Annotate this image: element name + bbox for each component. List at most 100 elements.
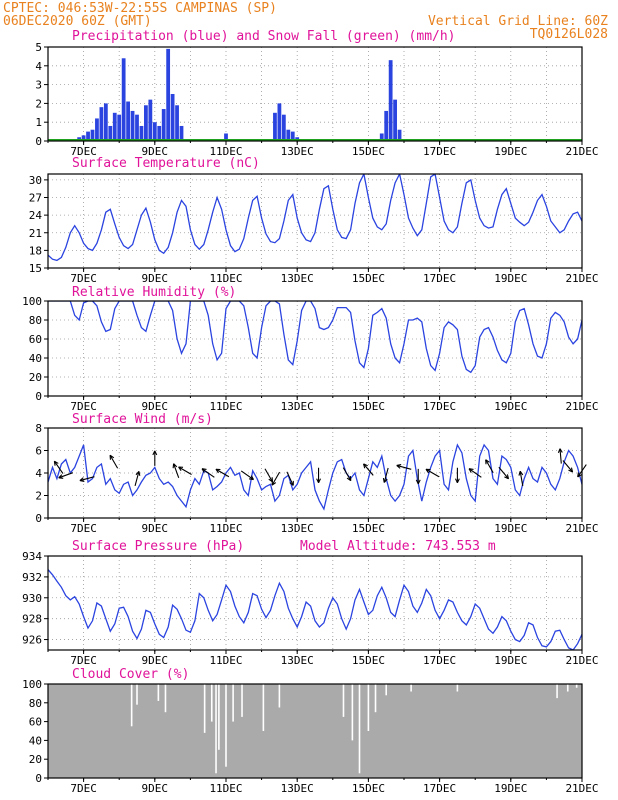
precip-bar <box>598 111 602 141</box>
wind-arrow <box>557 448 563 464</box>
precip-bar <box>126 101 130 141</box>
precip-bar <box>135 114 139 141</box>
precip-bar <box>175 105 179 141</box>
precip-bar <box>273 112 277 141</box>
plot-frame <box>47 173 583 269</box>
y-tick-label: 930 <box>22 592 42 605</box>
x-tick-label: 11DEC <box>209 145 242 158</box>
precip-bar <box>99 107 104 141</box>
precip-bar <box>139 125 144 141</box>
precip-bar <box>224 133 228 141</box>
precip-bar <box>95 118 99 141</box>
y-tick-label: 4 <box>35 467 42 480</box>
y-tick-label: 934 <box>22 550 42 563</box>
y-tick-label: 8 <box>35 422 42 435</box>
precip-bar <box>108 125 113 141</box>
pressure-panel: Surface Pressure (hPa) Model Altitude: 7… <box>22 539 598 667</box>
y-tick-label: 20 <box>29 753 42 766</box>
x-tick-label: 15DEC <box>352 522 385 535</box>
wind-arrow <box>53 460 64 474</box>
wind-arrow <box>382 467 389 483</box>
y-tick-label: 2 <box>35 97 42 110</box>
x-tick-label: 13DEC <box>281 400 314 413</box>
temperature-panel: Surface Temperature (nC) 15 18 21 24 27 30 7DE… <box>29 156 599 285</box>
station-header: CPTEC: 046:53W-22:55S CAMPINAS (SP) <box>3 1 277 16</box>
precip-bar <box>81 135 86 141</box>
wind-title: Surface Wind (m/s) <box>72 412 213 427</box>
y-tick-label: 60 <box>29 333 42 346</box>
x-tick-label: 7DEC <box>70 522 97 535</box>
precip-bar <box>144 105 148 141</box>
wind-arrow <box>264 468 274 483</box>
x-tick-label: 19DEC <box>494 400 527 413</box>
temperature-line <box>48 174 582 262</box>
precip-bar <box>103 103 108 141</box>
precip-bar <box>593 132 597 141</box>
y-tick-label: 24 <box>29 209 43 222</box>
y-tick-label: 5 <box>35 41 42 54</box>
x-tick-label: 21DEC <box>565 522 598 535</box>
x-tick-label: 13DEC <box>281 782 314 795</box>
precip-bar <box>281 114 286 141</box>
precip-bar <box>121 58 126 141</box>
wind-arrow <box>454 467 460 483</box>
y-tick-label: 928 <box>22 613 42 626</box>
wind-arrow <box>415 468 421 485</box>
x-tick-label: 7DEC <box>70 400 97 413</box>
x-tick-label: 15DEC <box>352 145 385 158</box>
wind-arrow <box>240 470 254 481</box>
wind-arrow <box>109 454 119 469</box>
x-tick-label: 15DEC <box>352 400 385 413</box>
pressure-line <box>48 569 582 650</box>
y-tick-label: 20 <box>29 371 42 384</box>
y-tick-label: 2 <box>35 490 42 503</box>
x-tick-label: 7DEC <box>70 782 97 795</box>
x-tick-label: 11DEC <box>209 272 242 285</box>
y-tick-label: 0 <box>35 512 42 525</box>
y-tick-label: 6 <box>35 445 42 458</box>
y-tick-label: 80 <box>29 697 42 710</box>
x-tick-label: 15DEC <box>352 782 385 795</box>
wind-arrow <box>468 468 482 478</box>
plot-frame <box>47 427 583 519</box>
x-tick-label: 13DEC <box>281 145 314 158</box>
precip-bar <box>157 125 162 141</box>
y-tick-label: 60 <box>29 716 42 729</box>
x-tick-label: 11DEC <box>209 522 242 535</box>
precip-bar <box>607 133 611 141</box>
y-tick-label: 40 <box>29 734 42 747</box>
precip-bar <box>148 99 153 141</box>
wind-arrow <box>363 463 374 476</box>
precip-bar <box>290 131 295 141</box>
x-tick-label: 11DEC <box>209 400 242 413</box>
x-tick-label: 17DEC <box>423 522 456 535</box>
x-tick-label: 19DEC <box>494 782 527 795</box>
x-tick-label: 21DEC <box>565 145 598 158</box>
x-tick-label: 19DEC <box>494 272 527 285</box>
wind-line <box>48 443 582 511</box>
run-date: 06DEC2020 60Z (GMT) <box>3 14 152 29</box>
cloud-cover-title: Cloud Cover (%) <box>72 667 189 682</box>
precip-bar <box>286 129 291 141</box>
pressure-title: Surface Pressure (hPa) <box>72 539 244 554</box>
precip-bar <box>86 131 90 141</box>
precip-bar <box>179 125 184 141</box>
y-tick-label: 15 <box>29 262 42 275</box>
y-tick-label: 932 <box>22 571 42 584</box>
wind-arrow <box>79 476 95 482</box>
y-tick-label: 0 <box>35 772 42 785</box>
x-tick-label: 17DEC <box>423 272 456 285</box>
x-tick-label: 7DEC <box>70 145 97 158</box>
precip-bar <box>393 99 397 141</box>
y-tick-label: 18 <box>29 244 42 257</box>
x-tick-label: 7DEC <box>70 654 97 667</box>
x-tick-label: 17DEC <box>423 145 456 158</box>
x-tick-label: 13DEC <box>281 522 314 535</box>
y-tick-label: 4 <box>35 60 42 73</box>
plot-frame <box>47 555 583 651</box>
cloud-cover-panel: Cloud Cover (%) 0 20 40 60 80 100 7DEC 9DEC 11DE… <box>22 667 598 795</box>
x-tick-label: 11DEC <box>209 782 242 795</box>
x-tick-label: 9DEC <box>142 272 169 285</box>
x-tick-label: 21DEC <box>565 272 598 285</box>
plot-frame <box>47 46 583 142</box>
